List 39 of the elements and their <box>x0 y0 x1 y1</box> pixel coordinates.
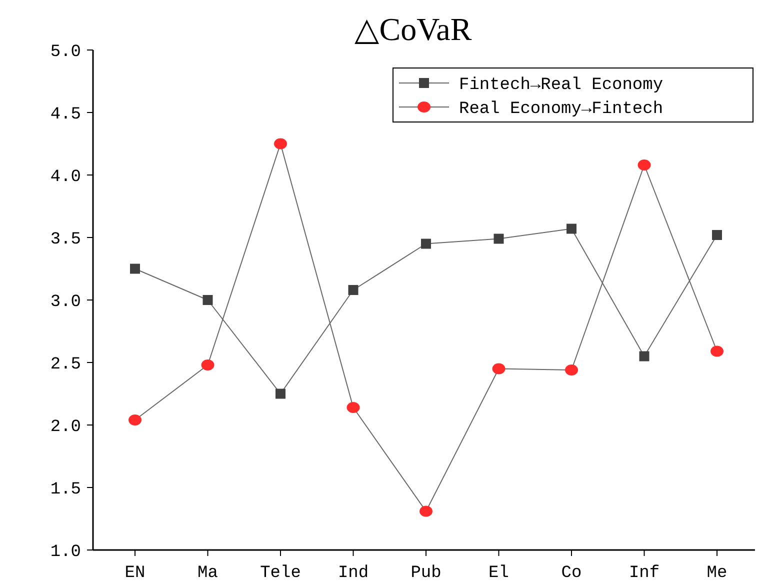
x-tick-label: Ma <box>198 564 218 583</box>
point <box>348 285 358 295</box>
y-tick-label: 2.0 <box>50 418 81 437</box>
x-tick-label: Tele <box>260 564 301 583</box>
point <box>639 351 650 362</box>
y-tick-label: 2.5 <box>50 355 81 374</box>
point <box>566 224 576 234</box>
legend-label: Fintech→Real Economy <box>459 76 664 95</box>
point <box>201 360 214 370</box>
point <box>565 364 578 376</box>
x-tick-label: Inf <box>628 564 660 583</box>
y-tick-label: 5.0 <box>50 42 81 62</box>
chart-title: △CoVaR <box>354 11 472 47</box>
legend-label: Real Economy→Fintech <box>459 100 664 119</box>
x-tick-label: EN <box>124 564 146 583</box>
point <box>492 363 506 374</box>
point <box>710 346 724 357</box>
y-tick-label: 1.5 <box>50 480 81 500</box>
y-tick-label: 4.5 <box>50 105 81 124</box>
x-tick-label: Pub <box>410 564 442 583</box>
point <box>346 402 360 413</box>
point <box>638 160 651 170</box>
x-tick-label: El <box>488 564 509 583</box>
y-tick-label: 1.0 <box>50 542 81 562</box>
point <box>128 414 142 426</box>
point <box>276 388 286 399</box>
point <box>274 138 287 150</box>
x-tick-label: Co <box>561 564 582 583</box>
y-tick-label: 3.0 <box>50 292 81 312</box>
x-tick-label: Me <box>706 564 728 583</box>
point <box>420 506 432 517</box>
x-tick-label: Ind <box>338 564 369 583</box>
point <box>712 230 722 240</box>
point <box>494 234 504 244</box>
y-tick-label: 4.0 <box>50 168 81 187</box>
point <box>202 295 213 305</box>
point <box>421 238 431 249</box>
y-tick-label: 3.5 <box>50 230 81 250</box>
point <box>130 264 140 274</box>
